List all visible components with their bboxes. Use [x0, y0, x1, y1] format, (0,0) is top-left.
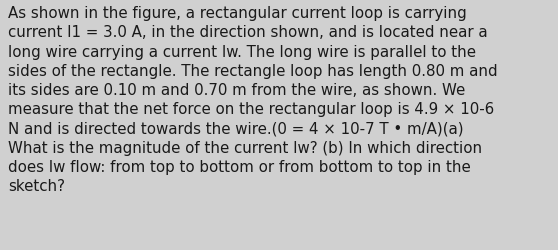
Text: As shown in the figure, a rectangular current loop is carrying
current I1 = 3.0 : As shown in the figure, a rectangular cu… [8, 6, 498, 193]
